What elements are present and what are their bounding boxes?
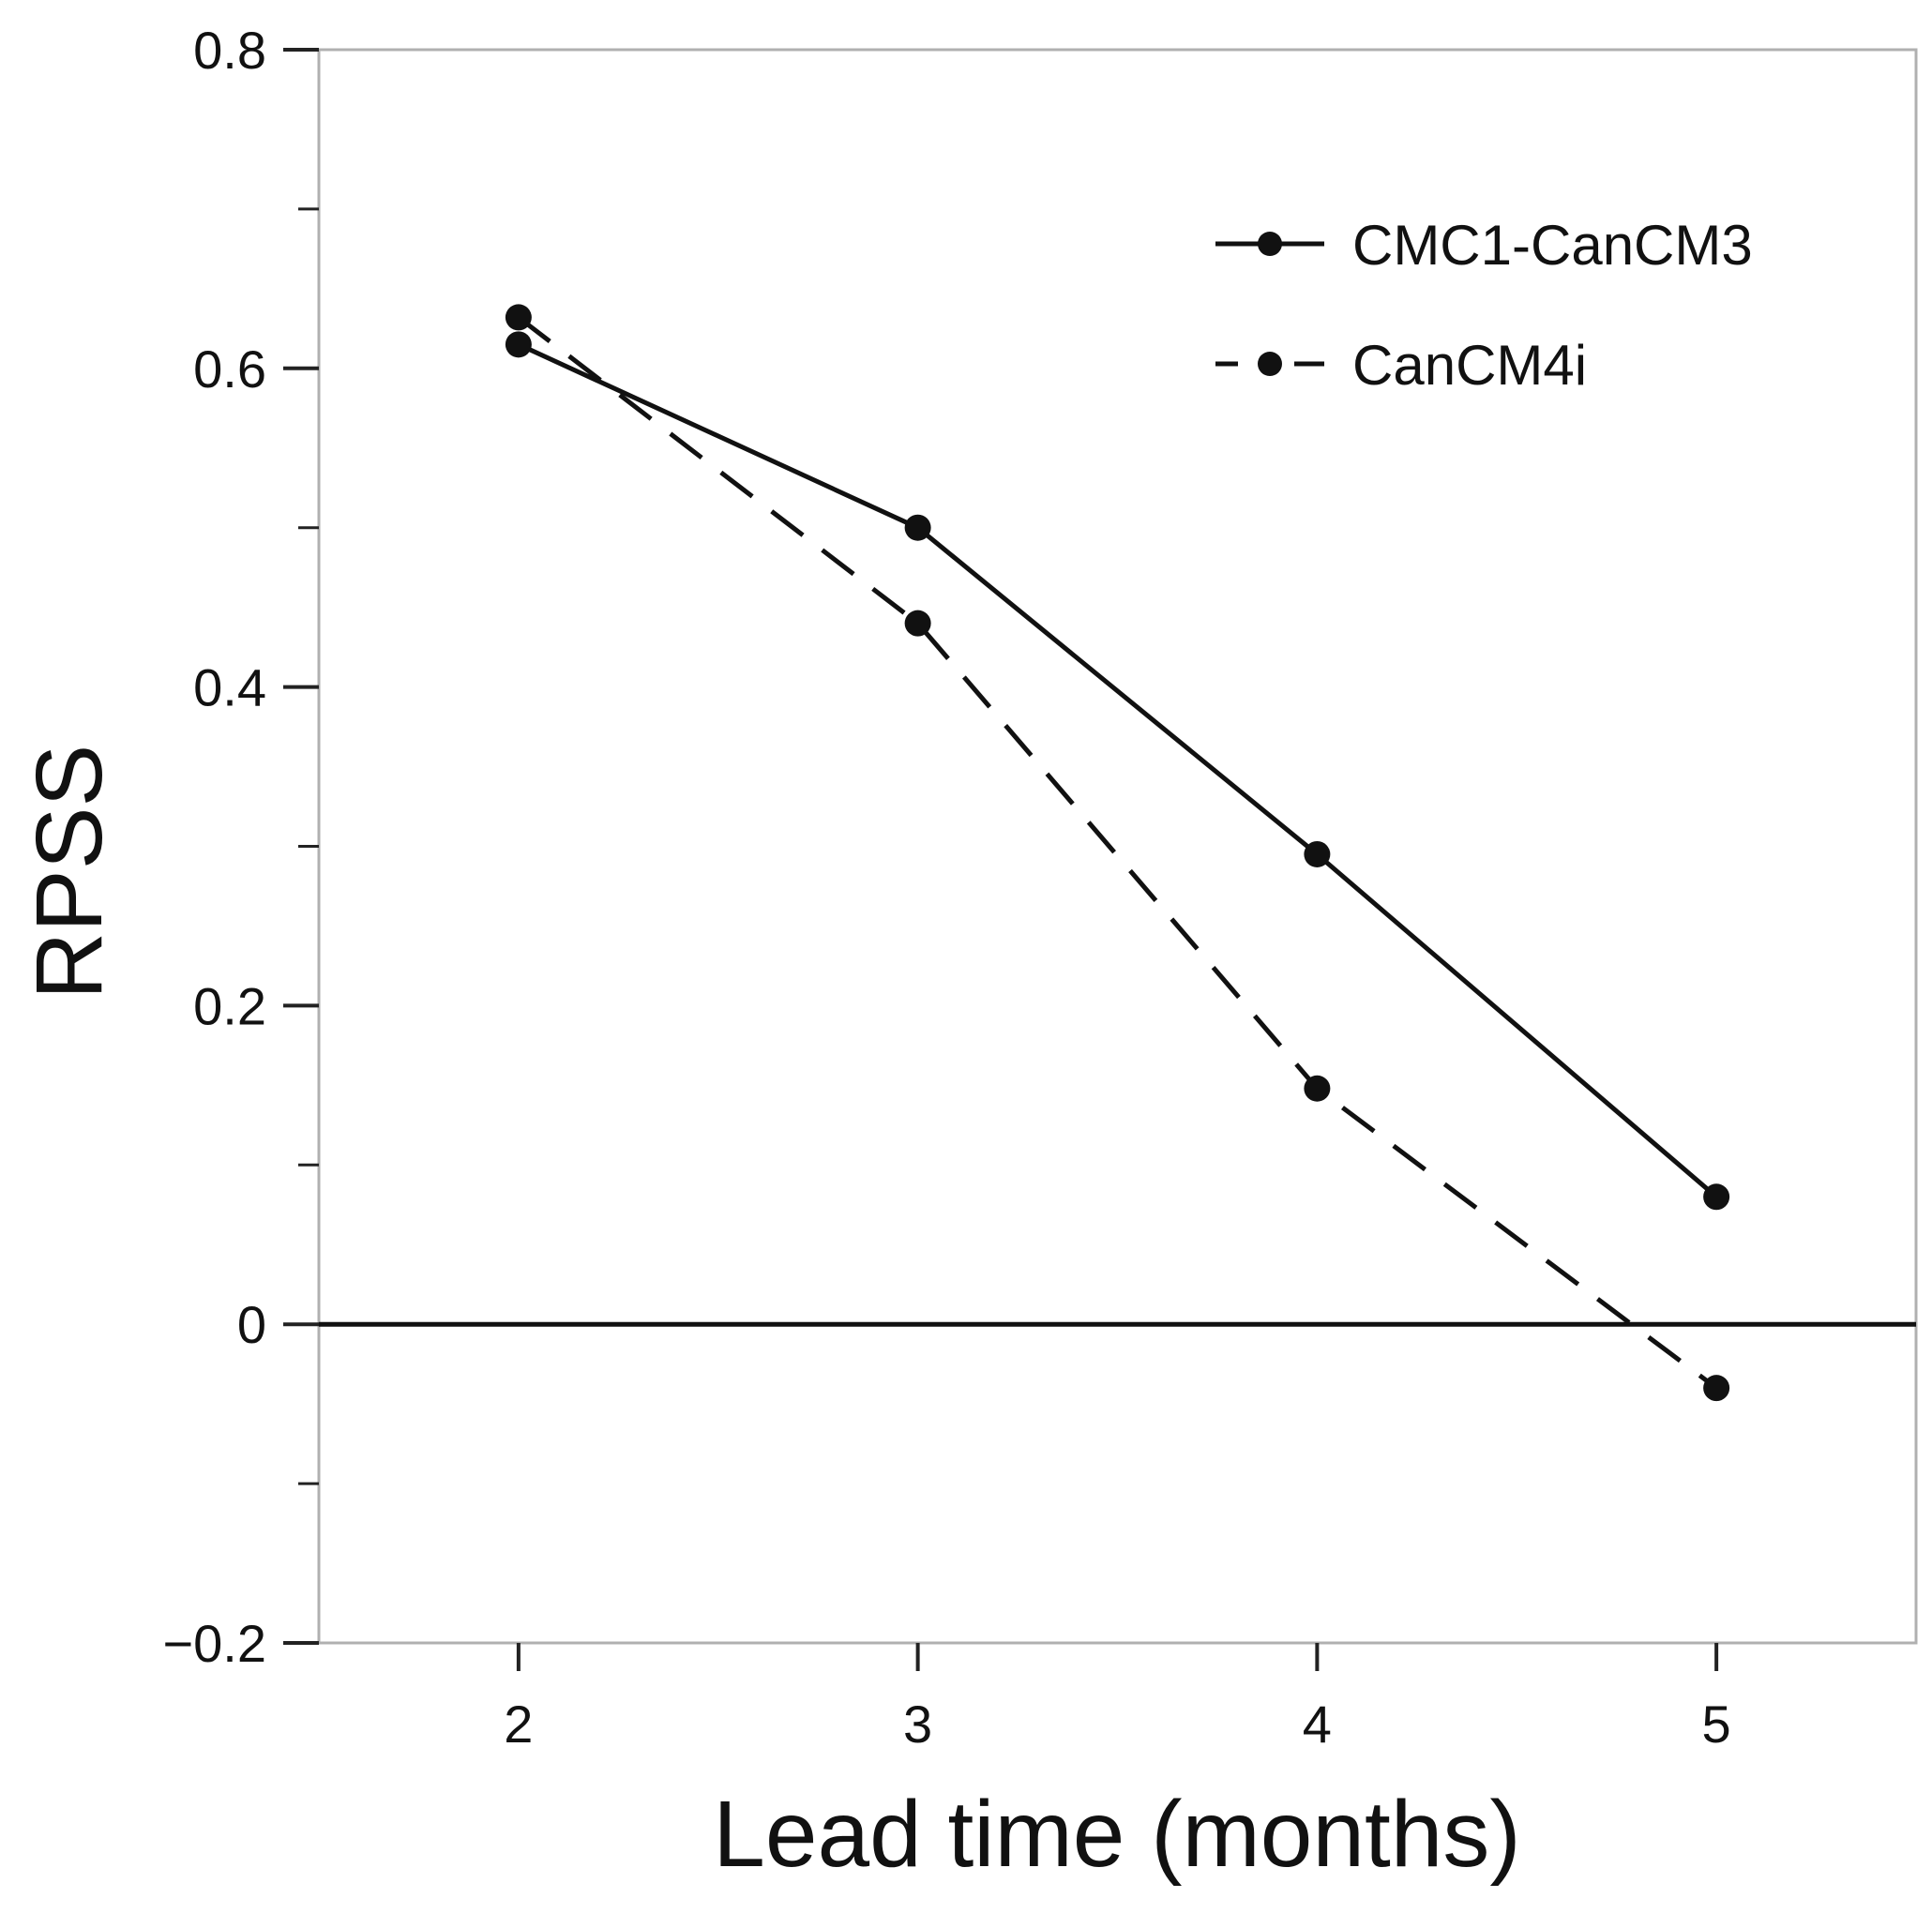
y-tick-label: 0.4 [193,658,266,717]
x-tick-label: 2 [504,1695,533,1754]
legend-marker [1258,352,1282,376]
x-tick-label: 4 [1303,1695,1332,1754]
y-tick-label: 0.6 [193,339,266,399]
x-axis-title: Lead time (months) [713,1782,1520,1887]
y-tick-label: 0.2 [193,976,266,1035]
series-1-point [904,514,931,541]
y-tick-label: 0 [237,1295,266,1354]
series-2-point [1304,1075,1331,1102]
x-tick-label: 5 [1702,1695,1731,1754]
series-2-point [505,304,532,331]
series-2-point [904,610,931,637]
legend-label: CMC1-CanCM3 [1352,214,1753,277]
plot-frame [317,48,1918,1645]
y-axis-title: RPSS [17,745,122,1000]
series-1-point [1703,1183,1730,1211]
x-tick-label: 3 [903,1695,932,1754]
series-2-point [1703,1375,1730,1402]
legend-label: CanCM4i [1352,334,1587,397]
y-tick-label: −0.2 [162,1614,266,1673]
y-tick-label: 0.8 [193,21,266,80]
legend-marker [1258,232,1282,256]
series-line-1 [517,342,1718,1199]
series-line-2 [517,315,1718,1391]
series-1-point [505,331,532,358]
series-1-point [1304,840,1331,867]
